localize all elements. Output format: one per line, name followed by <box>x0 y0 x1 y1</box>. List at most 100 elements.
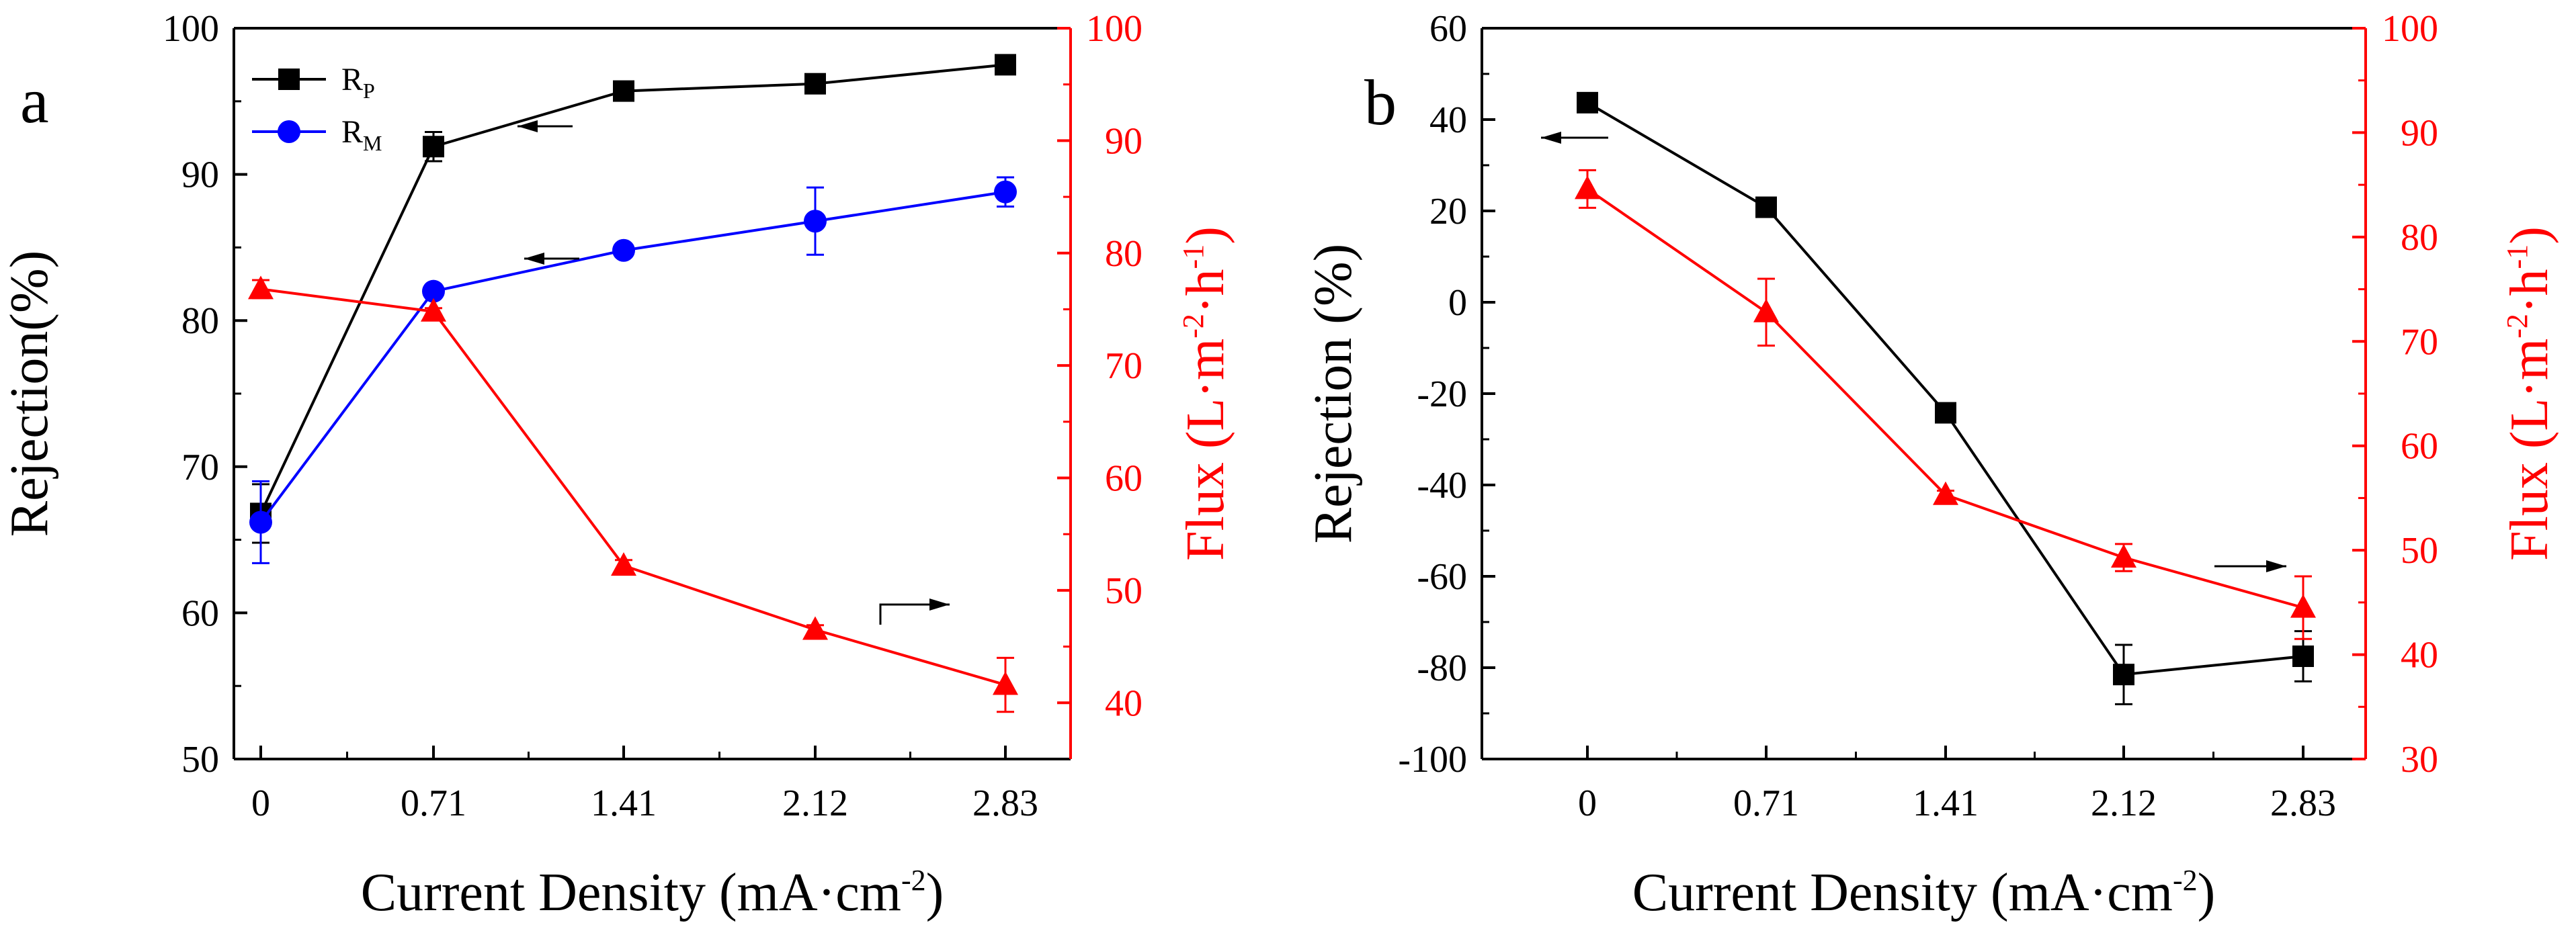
series-0 <box>250 54 1016 544</box>
series-line <box>259 190 1006 523</box>
data-point <box>1755 196 1777 218</box>
data-point <box>995 54 1016 76</box>
legend-label-main: R <box>341 62 363 97</box>
y-tick-label: 20 <box>1429 191 1467 232</box>
data-point <box>612 238 635 262</box>
data-point <box>613 80 634 102</box>
y-tick-label: 90 <box>181 154 219 196</box>
data-point <box>2292 646 2314 667</box>
x-tick-label: 0.71 <box>1733 783 1799 824</box>
x-axis-title-end: ) <box>926 863 944 922</box>
x-tick-label: 2.12 <box>782 783 848 824</box>
y2-axis-title-sup: -2 <box>1177 314 1210 339</box>
x-tick-label: 2.83 <box>972 783 1038 824</box>
data-point <box>804 73 826 95</box>
legend-item-0: RP <box>252 62 375 103</box>
legend-item-1: RM <box>252 114 382 155</box>
y-tick-label: 60 <box>181 592 219 634</box>
legend-label-sub: P <box>363 79 375 103</box>
axis-arrow-2 <box>879 598 950 625</box>
legend-label: RP <box>341 62 375 103</box>
y2-tick-label: 70 <box>2401 321 2438 363</box>
x-axis-title-text: Current Density (mA·cm <box>1632 863 2173 922</box>
y2-axis-title-sup: -2 <box>2501 314 2534 339</box>
data-point <box>802 616 828 640</box>
data-point <box>2113 664 2134 686</box>
y2-axis-title-text: Flux (L·m <box>1176 339 1235 561</box>
series-line <box>260 287 1006 686</box>
axis-arrow-0-head <box>1541 132 1561 144</box>
y2-axis-title-mid: ·h <box>1176 269 1235 314</box>
y2-tick-label: 80 <box>2401 217 2438 259</box>
axis-arrow-0-head <box>517 120 538 132</box>
x-axis-title-sup: -2 <box>2173 864 2198 897</box>
data-point <box>2290 594 2316 618</box>
panel-letter: b <box>1364 66 1397 138</box>
legend-marker <box>278 120 300 143</box>
data-point <box>1935 402 1956 424</box>
y2-axis-title-end: ) <box>1176 226 1235 245</box>
y2-axis-title-sup: -1 <box>2501 245 2534 269</box>
data-point <box>423 136 444 158</box>
y-tick-label: -40 <box>1417 465 1467 506</box>
axis-arrow-2-line <box>879 603 950 625</box>
axis-arrow-1 <box>524 253 579 265</box>
data-point <box>249 510 272 534</box>
y2-axis-title-text: Flux (L·m <box>2500 339 2559 561</box>
y-tick-label: 100 <box>163 8 219 50</box>
y2-axis-title: Flux (L·m-2·h-1) <box>1176 226 1235 561</box>
y-tick-label: 80 <box>181 300 219 342</box>
legend-label: RM <box>341 114 382 155</box>
data-point <box>1577 91 1598 114</box>
y-tick-label: -20 <box>1417 373 1467 415</box>
series-1 <box>249 176 1017 564</box>
data-point <box>1933 481 1958 505</box>
x-axis-title: Current Density (mA·cm-2) <box>1632 863 2216 922</box>
chart-panel-b: -100-80-60-40-20020406030405060708090100… <box>1304 8 2559 922</box>
y-tick-label: 0 <box>1448 282 1467 324</box>
data-point <box>804 210 827 233</box>
y-tick-label: 70 <box>181 447 219 488</box>
y2-tick-label: 50 <box>1105 570 1142 612</box>
axis-arrow-1-head <box>524 253 544 265</box>
x-axis-title-end: ) <box>2198 863 2216 922</box>
data-point <box>1753 298 1779 322</box>
data-point <box>421 298 446 322</box>
y2-tick-label: 90 <box>1105 120 1142 162</box>
data-point <box>1575 175 1600 199</box>
y-axis-title: Rejection (%) <box>1304 244 1363 543</box>
y2-tick-label: 30 <box>2401 739 2438 781</box>
data-point <box>993 671 1018 695</box>
chart-panel-a: 50 60 70 80 90 100 40 50 60 70 80 90 100 0 0.71 1.41 2.1… <box>0 8 1235 922</box>
x-tick-label: 2.83 <box>2270 783 2336 824</box>
y-tick-label: -60 <box>1417 556 1467 598</box>
data-point <box>248 275 274 300</box>
x-tick-label: 0.71 <box>401 783 466 824</box>
data-point <box>2111 544 2136 568</box>
data-point <box>422 279 445 303</box>
y-axis-title: Rejection(%) <box>0 251 59 537</box>
legend-marker <box>278 69 300 90</box>
series-1 <box>1575 169 2316 640</box>
legend: RP RM <box>252 62 382 155</box>
y2-tick-label: 90 <box>2401 112 2438 154</box>
axis-arrow-1 <box>2214 560 2286 572</box>
axis-arrow-1-head <box>2266 560 2286 572</box>
y-tick-label: -80 <box>1417 648 1467 689</box>
x-tick-label: 2.12 <box>2091 783 2157 824</box>
y2-tick-label: 60 <box>2401 426 2438 468</box>
y2-axis-title-sup: -1 <box>1177 245 1210 269</box>
y-tick-label: -100 <box>1398 739 1467 781</box>
y2-tick-label: 100 <box>2382 8 2438 50</box>
data-point <box>994 180 1017 204</box>
axis-arrow-2-head <box>929 598 950 611</box>
y-tick-label: 40 <box>1429 99 1467 141</box>
x-tick-label: 0 <box>251 783 270 824</box>
panel-letter: a <box>20 64 49 136</box>
x-tick-label: 0 <box>1578 783 1597 824</box>
y2-tick-label: 40 <box>1105 682 1142 724</box>
y2-tick-label: 40 <box>2401 635 2438 676</box>
y2-tick-label: 60 <box>1105 458 1142 500</box>
x-axis-title: Current Density (mA·cm-2) <box>361 863 944 922</box>
